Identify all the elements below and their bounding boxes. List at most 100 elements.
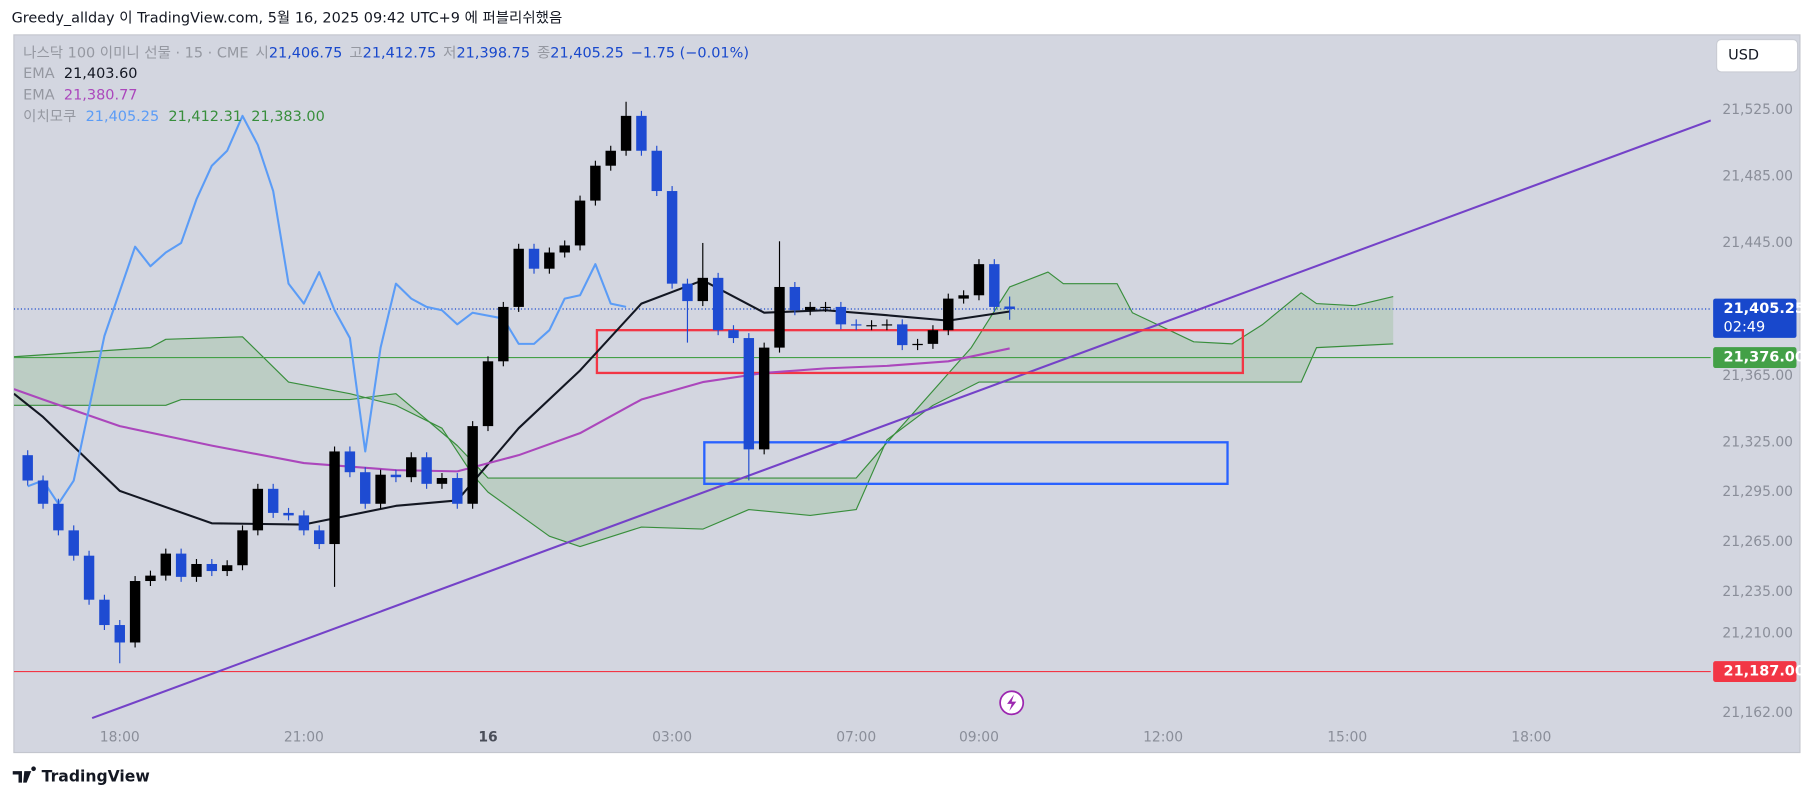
candle-body (452, 478, 463, 504)
legend-value: 21,403.60 (64, 66, 138, 82)
price-tag (1713, 347, 1797, 368)
legend-row: 나스닥 100 이미니 선물 · 15 · CME 시21,406.75 고21,4… (23, 44, 749, 61)
alert-bolt[interactable] (1007, 694, 1017, 711)
currency-button[interactable] (1716, 38, 1799, 73)
candle-body (252, 488, 264, 531)
quote-key: 종 (537, 45, 550, 61)
legend-value: 21,383.00 (251, 109, 325, 125)
alert-icon[interactable] (999, 690, 1025, 716)
price-tag-label: 21,187.00 (1724, 664, 1805, 680)
candle-body (943, 298, 954, 331)
candle-body (498, 306, 509, 362)
y-tick-label: 21,210.00 (1722, 625, 1793, 641)
candle-body (866, 325, 877, 327)
candle-body (835, 306, 847, 325)
candle-body (237, 530, 248, 566)
legend: 나스닥 100 이미니 선물 · 15 · CME 시21,406.75 고 21,4… (23, 44, 749, 125)
x-tick-label: 03:00 (652, 729, 692, 745)
candle-body (851, 324, 862, 326)
candle-body (37, 480, 49, 504)
candle-body (574, 200, 586, 246)
candle-body (636, 115, 647, 151)
legend-name: 이치모쿠 (23, 108, 76, 125)
indicator-line (27, 114, 627, 505)
price-axis: 21,525.00 21,485.00 21,445.00 21,365.00 21,3… (100, 102, 1805, 745)
price-tag (1713, 661, 1797, 682)
brand-logo (12, 766, 36, 783)
candle-body (206, 563, 218, 572)
candle-body (22, 455, 33, 481)
quote-key: 고 (349, 45, 362, 61)
candle-body (298, 515, 310, 531)
candle-body (129, 581, 141, 643)
y-tick-label: 21,365.00 (1722, 368, 1793, 384)
candle-body (513, 248, 524, 307)
candle-body (68, 530, 79, 556)
candle-body (559, 245, 570, 253)
quote-value: 21,406.75 (269, 45, 343, 61)
quote-key: 시 (256, 45, 269, 61)
brand-name: TradingView (42, 767, 150, 785)
x-tick-label: 16 (478, 729, 497, 745)
legend-row: EMA 21,403.60 (23, 66, 137, 82)
candle-body (436, 478, 448, 484)
candle-body (221, 565, 233, 572)
y-tick-label: 21,485.00 (1722, 169, 1793, 185)
candle-body (590, 165, 601, 201)
candle-body (313, 530, 325, 545)
y-tick-label: 21,325.00 (1722, 434, 1793, 450)
candle-body (958, 295, 969, 299)
candle-body (789, 286, 801, 311)
candle-body (390, 474, 402, 478)
legend-value: 21,405.25 (86, 109, 160, 125)
candle-body (160, 553, 172, 576)
candle-body (620, 115, 632, 151)
candle-body (774, 286, 785, 348)
logo-mark (12, 766, 36, 783)
candle-body (651, 150, 662, 192)
x-tick-label: 09:00 (959, 729, 999, 745)
plot-area (13, 101, 1711, 720)
candle-body (99, 599, 110, 626)
x-tick-label: 15:00 (1327, 729, 1367, 745)
symbol-name: 나스닥 100 이미니 선물 · 15 · CME (23, 44, 248, 61)
zone-box (703, 441, 1229, 485)
candle-body (804, 306, 816, 311)
candle-body (344, 451, 356, 473)
x-tick-label: 18:00 (100, 729, 140, 745)
indicator-line (13, 279, 1010, 526)
candle-body (360, 472, 371, 504)
candle-body (421, 457, 432, 484)
candle-body (697, 277, 709, 302)
x-tick-label: 21:00 (284, 729, 324, 745)
candle-body (728, 330, 739, 339)
candle-body (820, 306, 831, 309)
candle-body (191, 563, 202, 577)
candle-body (83, 555, 95, 600)
chart-panel (13, 34, 1801, 754)
candle-body (989, 264, 1000, 307)
candle-body (666, 191, 678, 284)
publish-note: Greedy_allday 이 TradingView.com, 5월 16, … (12, 10, 563, 27)
candle-body (467, 426, 478, 504)
candle-body (881, 324, 893, 326)
trendline (91, 119, 1711, 720)
legend-value: 21,380.77 (64, 88, 138, 104)
legend-row: EMA 21,380.77 (23, 88, 137, 104)
ichimoku-cloud (13, 272, 1394, 547)
quote-value: 21,398.75 (456, 45, 530, 61)
legend-value: 21,412.31 (168, 109, 242, 125)
legend-row: 이치모쿠 21,405.25 21,412.31 21,383.00 (23, 108, 325, 125)
candle-body (283, 512, 294, 516)
price-tag (1713, 298, 1797, 338)
x-tick-label: 18:00 (1511, 729, 1551, 745)
currency-label[interactable]: USD (1728, 48, 1759, 64)
x-tick-label: 12:00 (1143, 729, 1183, 745)
y-tick-label: 21,295.00 (1722, 484, 1793, 500)
candle-body (406, 457, 417, 478)
candle-body (528, 248, 540, 269)
candle-body (927, 330, 939, 344)
legend-name: EMA (23, 88, 55, 104)
